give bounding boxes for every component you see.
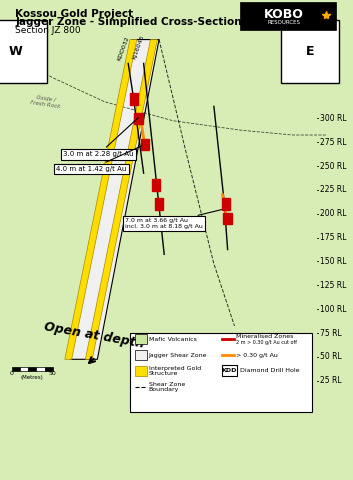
- Text: Diamond Drill Hole: Diamond Drill Hole: [240, 368, 299, 373]
- Text: 7.0 m at 3.66 g/t Au
incl. 3.0 m at 8.18 g/t Au: 7.0 m at 3.66 g/t Au incl. 3.0 m at 8.18…: [125, 210, 221, 229]
- Bar: [44, 367, 53, 371]
- Text: 3.0 m at 2.28 g/t Au: 3.0 m at 2.28 g/t Au: [63, 118, 138, 157]
- Bar: [223, 213, 232, 224]
- Text: (Metres): (Metres): [21, 375, 44, 380]
- Bar: [36, 367, 44, 371]
- Bar: [151, 180, 160, 191]
- Bar: [134, 113, 143, 124]
- Text: 50: 50: [49, 371, 57, 375]
- Text: W: W: [8, 45, 22, 58]
- Text: Interpreted Gold: Interpreted Gold: [149, 366, 201, 371]
- Text: 250 RL: 250 RL: [320, 162, 347, 170]
- Text: Mineralised Zones: Mineralised Zones: [236, 335, 294, 339]
- Bar: [28, 367, 36, 371]
- Text: > 0.30 g/t Au: > 0.30 g/t Au: [236, 352, 278, 358]
- FancyBboxPatch shape: [240, 2, 336, 30]
- Text: RESOURCES: RESOURCES: [268, 20, 301, 25]
- Text: 2 m > 0.30 g/t Au cut off: 2 m > 0.30 g/t Au cut off: [236, 340, 297, 345]
- Text: 50 RL: 50 RL: [320, 352, 342, 361]
- Text: Jagger Zone - Simplified Cross-Section: Jagger Zone - Simplified Cross-Section: [15, 17, 242, 27]
- Text: 75 RL: 75 RL: [320, 328, 342, 337]
- Text: Kossou Gold Project: Kossou Gold Project: [15, 9, 133, 19]
- Text: 25 RL: 25 RL: [320, 376, 342, 385]
- Text: 200 RL: 200 RL: [320, 209, 347, 218]
- Text: 125 RL: 125 RL: [320, 281, 347, 290]
- FancyBboxPatch shape: [222, 364, 237, 376]
- Text: Section JZ 800: Section JZ 800: [15, 26, 81, 35]
- Text: Open at depth: Open at depth: [43, 320, 145, 350]
- FancyBboxPatch shape: [130, 333, 312, 412]
- Text: KDD032: KDD032: [116, 35, 130, 61]
- Text: 275 RL: 275 RL: [320, 138, 347, 147]
- Text: 300 RL: 300 RL: [320, 114, 347, 123]
- Text: KJ16046: KJ16046: [132, 34, 145, 60]
- Bar: [222, 199, 230, 210]
- Polygon shape: [70, 39, 159, 360]
- Text: 150 RL: 150 RL: [320, 257, 347, 266]
- Text: 4.0 m at 1.42 g/t Au: 4.0 m at 1.42 g/t Au: [56, 146, 142, 172]
- Polygon shape: [85, 39, 157, 360]
- Text: 100 RL: 100 RL: [320, 305, 347, 314]
- Text: Boundary: Boundary: [149, 387, 179, 392]
- Bar: [155, 199, 163, 210]
- Text: 0: 0: [10, 371, 14, 375]
- Bar: [135, 366, 147, 375]
- Text: KOBO: KOBO: [264, 8, 304, 21]
- Bar: [130, 94, 138, 105]
- Polygon shape: [65, 39, 137, 360]
- Text: 175 RL: 175 RL: [320, 233, 347, 242]
- Text: Jagger Shear Zone: Jagger Shear Zone: [149, 352, 207, 358]
- Bar: [20, 367, 28, 371]
- Text: KDD: KDD: [222, 368, 237, 373]
- Bar: [135, 350, 147, 360]
- Text: E: E: [306, 45, 314, 58]
- Text: 225 RL: 225 RL: [320, 185, 347, 194]
- Text: Oxide /
Fresh Rock: Oxide / Fresh Rock: [30, 94, 62, 109]
- Text: Mafic Volcanics: Mafic Volcanics: [149, 337, 197, 342]
- Bar: [12, 367, 20, 371]
- Bar: [135, 335, 147, 344]
- Text: Shear Zone: Shear Zone: [149, 382, 185, 386]
- Bar: [140, 139, 149, 150]
- Text: Structure: Structure: [149, 371, 178, 376]
